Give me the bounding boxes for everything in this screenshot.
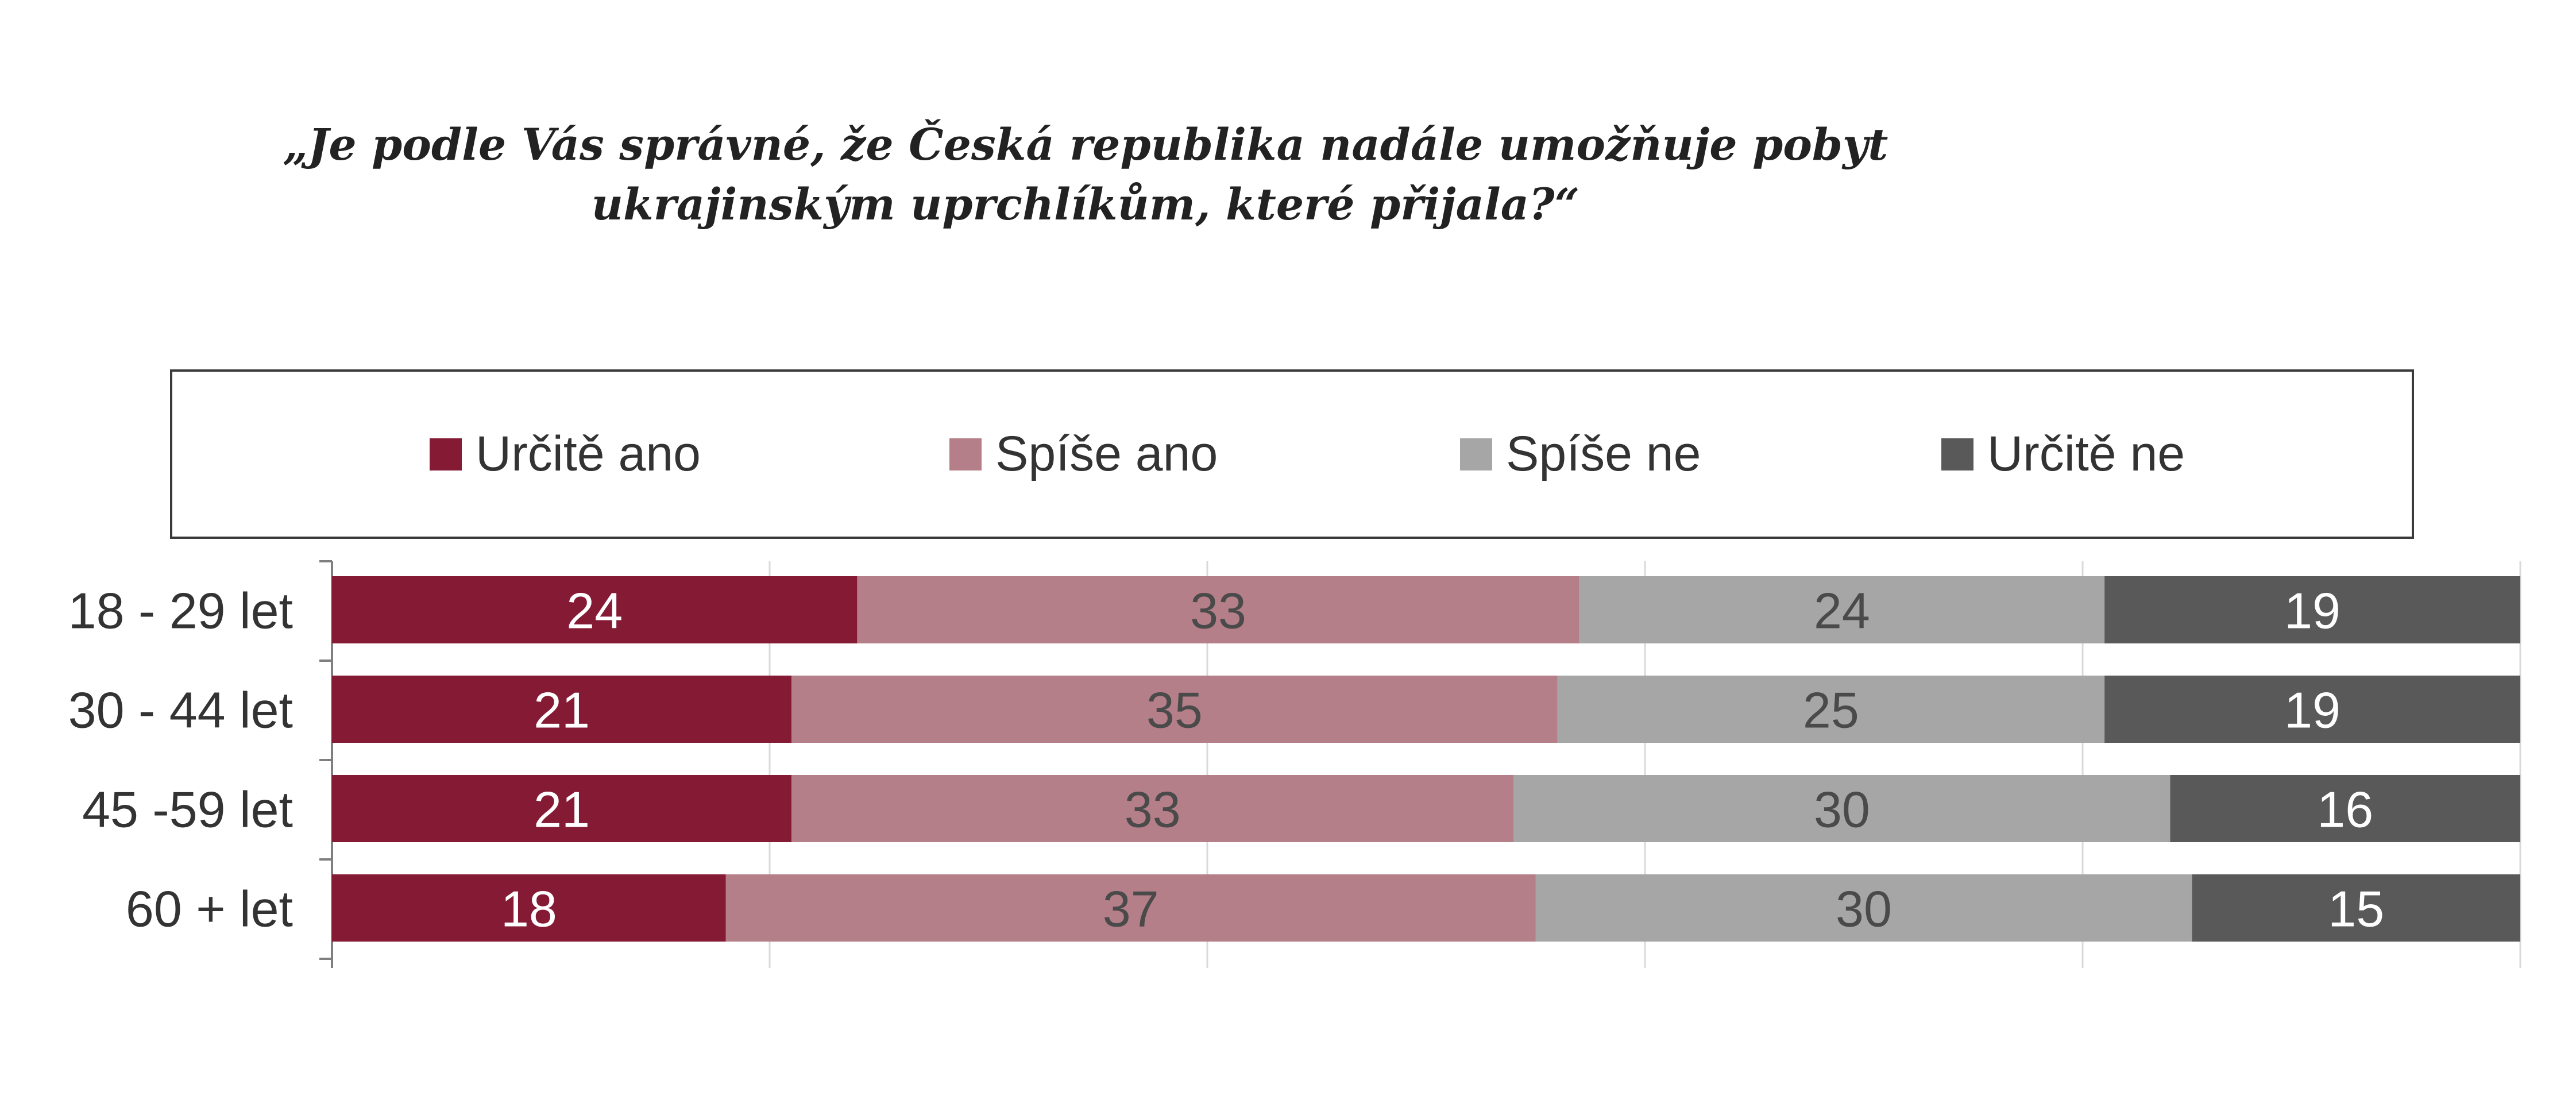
category-label: 18 - 29 let — [68, 583, 293, 639]
data-label: 16 — [2317, 781, 2373, 838]
legend-swatch — [1941, 438, 1973, 470]
bar-segment — [2170, 775, 2520, 842]
bar-segment — [332, 676, 792, 743]
category-label: 60 + let — [126, 881, 293, 938]
legend-item-urcite-ne: Určitě ne — [1941, 372, 2185, 537]
bar-segment — [332, 576, 858, 643]
bar-segment — [857, 576, 1579, 643]
data-label: 24 — [566, 583, 623, 639]
bar-segment — [2104, 576, 2520, 643]
bar-segment — [725, 874, 1536, 942]
data-label: 30 — [1836, 881, 1892, 938]
legend-item-spise-ne: Spíše ne — [1460, 372, 1701, 537]
bar-segment — [332, 874, 726, 942]
data-label: 33 — [1190, 583, 1246, 639]
bar-segment — [1535, 874, 2192, 942]
data-label: 37 — [1103, 881, 1159, 938]
category-label: 30 - 44 let — [68, 682, 293, 739]
chart-title-line-1: „Je podle Vás správné, že Česká republik… — [283, 119, 1888, 170]
bar-segment — [791, 676, 1558, 743]
data-label: 35 — [1146, 682, 1203, 739]
legend-label: Určitě ne — [1987, 426, 2185, 481]
data-label: 25 — [1803, 682, 1859, 739]
legend-item-spise-ano: Spíše ano — [949, 372, 1218, 537]
bar-segment — [332, 775, 792, 842]
bar-segment — [2192, 874, 2520, 942]
bar-segment — [791, 775, 1514, 842]
legend-label: Určitě ano — [476, 426, 701, 481]
data-label: 21 — [534, 781, 590, 838]
data-label: 19 — [2284, 583, 2341, 639]
legend-item-urcite-ano: Určitě ano — [430, 372, 701, 537]
legend-swatch — [1460, 438, 1492, 470]
category-label: 45 -59 let — [82, 781, 293, 838]
bar-segment — [1557, 676, 2105, 743]
chart-title: „Je podle Vás správné, že Česká republik… — [0, 115, 2171, 234]
legend-swatch — [430, 438, 462, 470]
data-label: 30 — [1814, 781, 1870, 838]
bar-segment — [1513, 775, 2171, 842]
legend-swatch — [949, 438, 982, 470]
legend-label: Spíše ano — [995, 426, 1218, 481]
bar-segment — [1579, 576, 2105, 643]
legend-label: Spíše ne — [1506, 426, 1701, 481]
data-label: 24 — [1814, 583, 1870, 639]
data-label: 33 — [1125, 781, 1181, 838]
bar-segment — [2104, 676, 2520, 743]
data-label: 19 — [2284, 682, 2341, 739]
data-label: 21 — [534, 682, 590, 739]
chart-title-line-2: ukrajinským uprchlíkům, které přijala?“ — [591, 179, 1580, 230]
data-label: 18 — [501, 881, 557, 938]
data-label: 15 — [2328, 881, 2384, 938]
legend: Určitě ano Spíše ano Spíše ne Určitě ne — [170, 369, 2414, 539]
